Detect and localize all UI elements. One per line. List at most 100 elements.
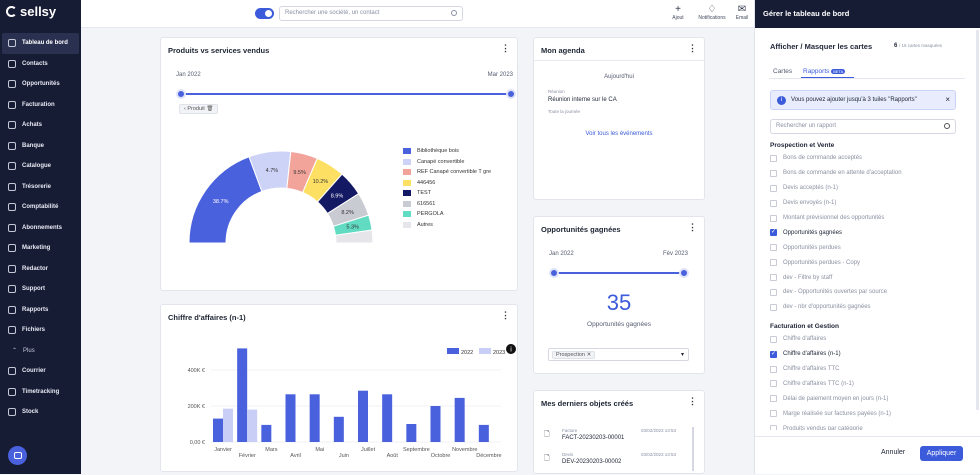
sidebar-item-subscriptions[interactable]: Abonnements (0, 218, 81, 239)
card-menu-button[interactable]: ⋮ (501, 310, 510, 320)
chat-button[interactable] (8, 446, 27, 465)
legend-item[interactable]: REF Canapé convertible T gre (403, 167, 491, 178)
report-checkbox-row[interactable]: dev - Opportunités ouvertes par source (755, 285, 967, 300)
checkbox[interactable] (770, 184, 777, 192)
bar-2022-Septembre[interactable] (406, 424, 417, 442)
legend-item[interactable]: PERGOLA (403, 209, 491, 220)
legend-item[interactable]: Bibliothèque bois (403, 146, 491, 157)
app-logo[interactable]: sellsy (6, 4, 56, 19)
range-start-handle[interactable] (176, 89, 186, 99)
report-checkbox-row[interactable]: Bons de commande acceptés (755, 151, 967, 166)
close-icon[interactable]: × (945, 95, 950, 104)
bar-2022-Août[interactable] (382, 394, 393, 442)
add-button[interactable]: + Ajout (663, 4, 693, 21)
tab-cards[interactable]: Cartes (773, 68, 793, 75)
checkbox[interactable] (770, 380, 777, 388)
checkbox[interactable] (770, 259, 777, 267)
report-checkbox-row[interactable]: Opportunités gagnées (755, 225, 967, 240)
legend-item[interactable]: TEST (403, 188, 491, 199)
checkbox[interactable] (770, 169, 777, 177)
see-all-events-link[interactable]: Voir tous les événements (585, 131, 653, 137)
sidebar-item-invoice[interactable]: Facturation (0, 95, 81, 116)
legend-item[interactable]: Canapé convertible (403, 157, 491, 168)
sidebar-item-dashboard[interactable]: Tableau de bord (2, 33, 79, 54)
checkbox[interactable] (770, 365, 777, 373)
bar-2022-Mai[interactable] (309, 394, 320, 442)
report-checkbox-row[interactable]: Produits vendus par catégorie (755, 421, 967, 430)
scrollbar[interactable] (976, 30, 979, 410)
checkbox[interactable] (770, 274, 777, 282)
donut-slice[interactable] (334, 229, 374, 244)
checkbox[interactable] (770, 228, 777, 237)
bar-2023-Janvier[interactable] (223, 408, 233, 442)
sidebar-item-contacts[interactable]: Contacts (0, 54, 81, 75)
legend-item[interactable]: 616561 (403, 199, 491, 210)
report-checkbox-row[interactable]: Opportunités perdues - Copy (755, 255, 967, 270)
sidebar-item-purchases[interactable]: Achats (0, 115, 81, 136)
report-checkbox-row[interactable]: Montant prévisionnel des opportunités (755, 211, 967, 226)
card-menu-button[interactable]: ⋮ (688, 222, 697, 232)
checkbox[interactable] (770, 410, 777, 418)
email-button[interactable]: ✉ Email (730, 4, 754, 21)
report-checkbox-row[interactable]: Devis acceptés (n-1) (755, 181, 967, 196)
report-checkbox-row[interactable]: dev - Filtre by staff (755, 270, 967, 285)
sidebar-item-redactor[interactable]: Redactor (0, 259, 81, 280)
notifications-button[interactable]: ♢ Notifications (698, 4, 726, 21)
report-checkbox-row[interactable]: Bons de commande en attente d'acceptatio… (755, 166, 967, 181)
report-checkbox-row[interactable]: Marge réalisée sur factures payées (n-1) (755, 406, 967, 421)
report-checkbox-row[interactable]: dev - nbr d'opportunités gagnées (755, 300, 967, 315)
checkbox[interactable] (770, 288, 777, 296)
sidebar-item-marketing[interactable]: Marketing (0, 238, 81, 259)
sidebar-item-mail[interactable]: Courrier (0, 361, 81, 382)
tab-reports[interactable]: Rapports BETA (803, 68, 846, 75)
bar-2022-Juillet[interactable] (358, 390, 368, 442)
checkbox[interactable] (770, 244, 777, 252)
report-checkbox-row[interactable]: Opportunités perdues (755, 240, 967, 255)
checkbox[interactable] (770, 303, 777, 311)
bar-2022-Avril[interactable] (285, 394, 296, 442)
filter-chip[interactable]: ‹ Produit 🗑 (179, 104, 219, 114)
event-name[interactable]: Réunion interne sur le CA (548, 97, 617, 103)
sidebar-item-files[interactable]: Fichiers (0, 320, 81, 341)
report-checkbox-row[interactable]: Devis envoyés (n-1) (755, 196, 967, 211)
report-checkbox-row[interactable]: Chiffre d'affaires TTC (755, 362, 967, 377)
checkbox[interactable] (770, 154, 777, 162)
sidebar-item-treasury[interactable]: Trésorerie (0, 177, 81, 198)
bar-2022-Février[interactable] (237, 348, 248, 442)
bar-2022-Octobre[interactable] (430, 406, 441, 442)
filter-tag[interactable]: Prospection ✕ (552, 351, 596, 359)
object-row[interactable]: 🗋 Facture FACT-20230203-00001 03/02/2023 13… (544, 428, 677, 441)
sidebar-item-timetracking[interactable]: Timetracking (0, 382, 81, 403)
bar-2022-Juin[interactable] (333, 416, 344, 442)
sidebar-item-catalog[interactable]: Catalogue (0, 156, 81, 177)
report-checkbox-row[interactable]: Chiffre d'affaires (755, 332, 967, 347)
report-checkbox-row[interactable]: Délai de paiement moyen en jours (n-1) (755, 391, 967, 406)
checkbox[interactable] (770, 214, 777, 222)
checkbox[interactable] (770, 425, 777, 430)
range-start-handle[interactable] (549, 268, 559, 278)
range-end-handle[interactable] (679, 268, 689, 278)
bar-2022-Novembre[interactable] (454, 397, 465, 442)
card-menu-button[interactable]: ⋮ (688, 396, 697, 406)
sidebar-item-support[interactable]: Support (0, 279, 81, 300)
bar-2022-Mars[interactable] (261, 424, 272, 442)
report-checkbox-row[interactable]: Chiffre d'affaires (n-1) (755, 347, 967, 362)
sidebar-item-opportunities[interactable]: Opportunités (0, 74, 81, 95)
sidebar-item-accounting[interactable]: Comptabilité (0, 197, 81, 218)
legend-item[interactable]: Autres (403, 220, 491, 231)
object-row[interactable]: 🗋 Devis DEV-20230203-00002 03/02/2023 13:53 (544, 452, 677, 465)
card-menu-button[interactable]: ⋮ (688, 43, 697, 53)
bar-2023-Février[interactable] (247, 409, 258, 442)
apply-button[interactable]: Appliquer (920, 446, 963, 461)
checkbox[interactable] (770, 335, 777, 343)
scrollbar[interactable] (692, 427, 694, 471)
checkbox[interactable] (770, 350, 777, 358)
report-checkbox-row[interactable]: Chiffre d'affaires TTC (n-1) (755, 376, 967, 391)
info-icon[interactable]: i (506, 344, 516, 354)
sidebar-item-bank[interactable]: Banque (0, 136, 81, 157)
card-menu-button[interactable]: ⋮ (501, 43, 510, 53)
range-end-handle[interactable] (506, 89, 516, 99)
bar-2022-Janvier[interactable] (213, 418, 223, 442)
checkbox[interactable] (770, 199, 777, 207)
report-search-input[interactable]: Rechercher un rapport (770, 119, 956, 134)
